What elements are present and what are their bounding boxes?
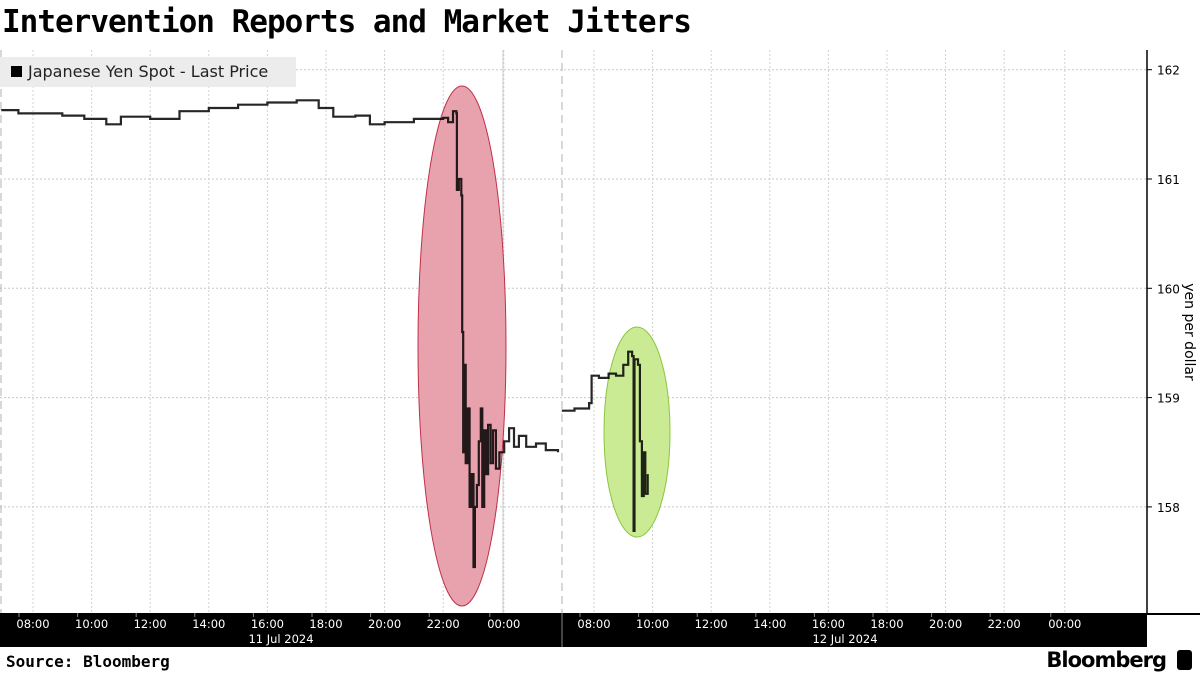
y-tick-label: 160 <box>1157 282 1180 296</box>
legend-label: Japanese Yen Spot - Last Price <box>27 62 268 81</box>
intervention-highlight-red <box>417 85 507 607</box>
bloomberg-logo: Bloomberg <box>1046 648 1167 672</box>
legend-swatch <box>11 66 22 77</box>
x-tick-label: 22:00 <box>427 617 460 631</box>
x-day-label: 11 Jul 2024 <box>248 632 313 646</box>
x-tick-label: 18:00 <box>309 617 342 631</box>
x-day-label: 12 Jul 2024 <box>812 632 877 646</box>
x-tick-label: 08:00 <box>577 617 610 631</box>
source-note: Source: Bloomberg <box>6 652 170 671</box>
x-tick-label: 12:00 <box>134 617 167 631</box>
y-tick-label: 159 <box>1157 392 1180 406</box>
x-tick-label: 10:00 <box>636 617 669 631</box>
x-tick-label: 10:00 <box>75 617 108 631</box>
x-tick-label: 00:00 <box>1048 617 1081 631</box>
x-tick-label: 20:00 <box>368 617 401 631</box>
x-tick-label: 08:00 <box>16 617 49 631</box>
y-tick-label: 162 <box>1157 64 1180 78</box>
bloomberg-logo-icon <box>1177 650 1192 670</box>
y-axis-label: yen per dollar <box>1181 283 1197 381</box>
y-tick-label: 161 <box>1157 173 1180 187</box>
series-line <box>1 99 560 569</box>
x-axis-bar-edge <box>1147 613 1200 615</box>
x-tick-label: 16:00 <box>251 617 284 631</box>
series-line <box>561 350 649 532</box>
x-tick-label: 14:00 <box>192 617 225 631</box>
x-tick-label: 18:00 <box>870 617 903 631</box>
x-axis-bar <box>0 613 1147 647</box>
x-tick-label: 16:00 <box>812 617 845 631</box>
intervention-highlight-green <box>603 326 671 538</box>
x-tick-label: 20:00 <box>929 617 962 631</box>
x-tick-label: 22:00 <box>988 617 1021 631</box>
x-tick-label: 14:00 <box>753 617 786 631</box>
x-tick-label: 00:00 <box>487 617 520 631</box>
legend-box <box>0 57 296 87</box>
legend: Japanese Yen Spot - Last Price <box>0 57 296 87</box>
x-tick-label: 12:00 <box>695 617 728 631</box>
y-tick-label: 158 <box>1157 501 1180 515</box>
chart-title: Intervention Reports and Market Jitters <box>2 4 692 40</box>
